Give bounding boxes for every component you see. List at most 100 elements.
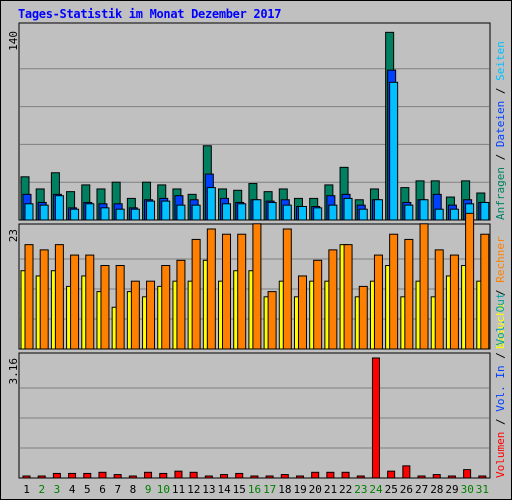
x-tick-label: 15 bbox=[233, 483, 246, 496]
bar-seiten-day-8 bbox=[130, 208, 140, 221]
bar-rechner-day-25 bbox=[389, 233, 399, 350]
x-tick-label: 5 bbox=[84, 483, 91, 496]
panel-frame bbox=[18, 352, 491, 479]
bar-volumen-day-16 bbox=[250, 475, 259, 479]
legend-label: Anfragen / Dateien / Seiten bbox=[494, 41, 507, 220]
bar-seiten-day-10 bbox=[161, 200, 171, 221]
bar-rechner-day-10 bbox=[161, 265, 171, 350]
x-tick-label: 23 bbox=[354, 483, 367, 496]
bar-volumen-day-1 bbox=[22, 475, 31, 479]
bar-rechner-day-18 bbox=[282, 228, 292, 350]
bar-rechner-day-20 bbox=[313, 259, 323, 350]
bar-seiten-day-13 bbox=[206, 187, 216, 221]
x-tick-label: 14 bbox=[217, 483, 231, 496]
x-tick-label: 19 bbox=[293, 483, 306, 496]
bar-rechner-day-5 bbox=[85, 254, 95, 350]
x-tick-label: 29 bbox=[445, 483, 458, 496]
bar-volumen-day-30 bbox=[463, 469, 472, 479]
bar-rechner-day-27 bbox=[419, 223, 429, 350]
bar-seiten-day-17 bbox=[267, 201, 277, 221]
x-tick-label: 26 bbox=[400, 483, 413, 496]
bar-volumen-day-24 bbox=[371, 357, 380, 479]
bar-volumen-day-10 bbox=[159, 472, 168, 479]
x-tick-label: 22 bbox=[339, 483, 352, 496]
bar-volumen-day-14 bbox=[220, 474, 229, 479]
legend-part: Besuche bbox=[494, 303, 507, 349]
x-tick-label: 4 bbox=[69, 483, 76, 496]
bar-seiten-day-19 bbox=[297, 206, 307, 221]
x-tick-label: 25 bbox=[385, 483, 398, 496]
bar-volumen-day-7 bbox=[113, 474, 122, 479]
bar-seiten-day-3 bbox=[54, 195, 64, 221]
bar-rechner-day-17 bbox=[267, 291, 277, 350]
bar-volumen-day-20 bbox=[311, 471, 320, 479]
x-tick-label: 6 bbox=[99, 483, 106, 496]
bar-seiten-day-21 bbox=[328, 204, 338, 221]
bar-volumen-day-9 bbox=[144, 471, 153, 479]
x-tick-label: 18 bbox=[278, 483, 291, 496]
bar-rechner-day-30 bbox=[465, 212, 475, 350]
x-tick-label: 2 bbox=[38, 483, 45, 496]
bar-volumen-day-13 bbox=[204, 475, 213, 479]
bar-rechner-day-1 bbox=[24, 244, 34, 350]
legend-part: / bbox=[494, 283, 507, 303]
bar-volumen-day-11 bbox=[174, 470, 183, 479]
x-tick-label: 7 bbox=[114, 483, 121, 496]
bar-rechner-day-26 bbox=[404, 238, 414, 350]
bar-seiten-day-12 bbox=[191, 204, 201, 221]
bar-rechner-day-31 bbox=[480, 233, 490, 350]
chart-title: Tages-Statistik im Monat Dezember 2017 bbox=[18, 7, 282, 21]
x-tick-label: 13 bbox=[202, 483, 215, 496]
bar-seiten-day-9 bbox=[146, 200, 156, 221]
bar-seiten-day-4 bbox=[70, 208, 80, 221]
legend-part: / bbox=[494, 81, 507, 101]
bar-rechner-day-7 bbox=[115, 265, 125, 350]
bar-volumen-day-29 bbox=[447, 475, 456, 479]
legend-part: Vol. In bbox=[494, 365, 507, 411]
x-tick-label: 31 bbox=[476, 483, 489, 496]
bar-rechner-day-12 bbox=[191, 238, 201, 350]
x-tick-label: 10 bbox=[157, 483, 170, 496]
legend-label: Volumen / Vol. In / Vol. Out bbox=[494, 293, 507, 478]
x-tick-label: 3 bbox=[54, 483, 61, 496]
legend-part: Volumen bbox=[494, 432, 507, 478]
bar-seiten-day-5 bbox=[85, 203, 95, 221]
bar-seiten-day-14 bbox=[222, 203, 232, 221]
bar-volumen-day-3 bbox=[52, 472, 61, 479]
legend-part: Dateien bbox=[494, 101, 507, 147]
bar-seiten-day-31 bbox=[480, 201, 490, 221]
y-max-label: 3.16 bbox=[7, 358, 20, 385]
bar-rechner-day-29 bbox=[449, 254, 459, 350]
x-tick-label: 30 bbox=[461, 483, 474, 496]
bar-volumen-day-12 bbox=[189, 471, 198, 479]
panel-top: 140 Anfragen / Dateien / Seiten bbox=[7, 22, 507, 221]
bar-rechner-day-6 bbox=[100, 265, 110, 350]
bar-seiten-day-23 bbox=[358, 208, 368, 221]
bar-volumen-day-23 bbox=[356, 475, 365, 479]
bar-volumen-day-31 bbox=[478, 475, 487, 479]
legend-part: Anfragen bbox=[494, 167, 507, 220]
bar-seiten-day-24 bbox=[373, 199, 383, 221]
bar-rechner-day-15 bbox=[237, 233, 247, 350]
bar-volumen-day-8 bbox=[128, 475, 137, 479]
bar-seiten-day-29 bbox=[449, 208, 459, 221]
legend-part: Vol. Out bbox=[494, 293, 507, 346]
bar-seiten-day-1 bbox=[24, 203, 34, 221]
bar-rechner-day-11 bbox=[176, 259, 186, 350]
bar-seiten-day-11 bbox=[176, 204, 186, 221]
legend-part: / bbox=[494, 346, 507, 366]
bar-seiten-day-6 bbox=[100, 207, 110, 221]
y-max-label: 23 bbox=[7, 229, 20, 242]
bar-seiten-day-18 bbox=[282, 204, 292, 221]
bar-seiten-day-26 bbox=[404, 204, 414, 221]
y-max-label: 140 bbox=[7, 31, 20, 51]
bar-rechner-day-13 bbox=[206, 228, 216, 350]
bar-volumen-day-18 bbox=[280, 474, 289, 479]
bar-seiten-day-15 bbox=[237, 203, 247, 221]
bar-volumen-day-2 bbox=[37, 475, 46, 479]
bar-seiten-day-25 bbox=[389, 81, 399, 221]
x-tick-label: 16 bbox=[248, 483, 261, 496]
bar-volumen-day-17 bbox=[265, 475, 274, 479]
